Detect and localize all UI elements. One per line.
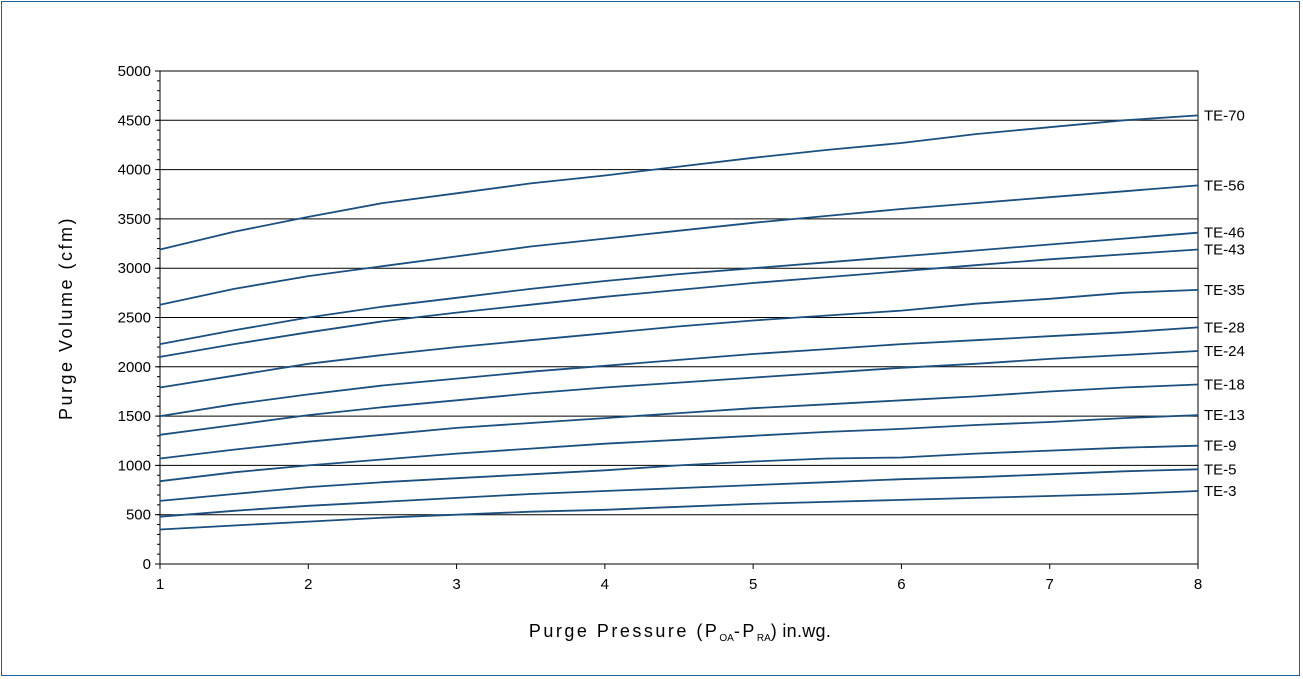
- y-tick-label-3500: 3500: [118, 211, 151, 228]
- series-label-te-13: TE-13: [1204, 407, 1245, 424]
- y-tick-label-4000: 4000: [118, 162, 151, 179]
- series-label-te-70: TE-70: [1204, 107, 1245, 124]
- x-tick-label-6: 6: [897, 576, 905, 593]
- y-tick-label-2500: 2500: [118, 310, 151, 327]
- x-tick-label-2: 2: [304, 576, 312, 593]
- series-line-te-43: [159, 248, 1199, 358]
- series-label-te-3: TE-3: [1204, 483, 1237, 500]
- series-line-te-9: [159, 444, 1199, 502]
- y-tick-label-500: 500: [126, 507, 151, 524]
- x-tick-label-4: 4: [601, 576, 609, 593]
- series-line-te-3: [159, 490, 1199, 531]
- series-label-te-56: TE-56: [1204, 177, 1245, 194]
- series-label-te-43: TE-43: [1204, 241, 1245, 258]
- series-line-te-35: [159, 289, 1199, 389]
- x-axis-title-suffix: ) in.wg.: [771, 621, 831, 641]
- y-tick-label-3000: 3000: [118, 260, 151, 277]
- x-axis-title-sub-oa: OA: [719, 633, 734, 644]
- series-line-te-13: [159, 414, 1199, 483]
- series-label-te-5: TE-5: [1204, 461, 1237, 478]
- x-tick-label-5: 5: [749, 576, 757, 593]
- y-tick-label-4500: 4500: [118, 112, 151, 129]
- x-tick-label-3: 3: [452, 576, 460, 593]
- x-axis-title-sub-ra: RA: [757, 633, 771, 644]
- series-line-te-24: [159, 350, 1199, 436]
- series-line-te-28: [159, 326, 1199, 417]
- x-axis-title-prefix: Purge Pressure (P: [529, 621, 720, 641]
- y-tick-label-1000: 1000: [118, 457, 151, 474]
- x-axis-title: Purge Pressure (POA-PRA) in.wg.: [529, 621, 831, 644]
- series-label-te-18: TE-18: [1204, 377, 1245, 394]
- y-tick-label-5000: 5000: [118, 63, 151, 80]
- x-tick-label-1: 1: [156, 576, 164, 593]
- y-tick-label-2000: 2000: [118, 359, 151, 376]
- series-line-te-70: [159, 114, 1199, 251]
- series-line-te-5: [159, 468, 1199, 518]
- series-line-te-18: [159, 383, 1199, 460]
- y-tick-label-0: 0: [143, 556, 151, 573]
- y-tick-label-1500: 1500: [118, 408, 151, 425]
- series-label-te-28: TE-28: [1204, 319, 1245, 336]
- series-label-te-24: TE-24: [1204, 343, 1245, 360]
- gridlines: [160, 119, 1198, 516]
- y-axis-title: Purge Volume (cfm): [56, 216, 76, 420]
- series-line-te-46: [159, 231, 1199, 345]
- x-tick-label-7: 7: [1046, 576, 1054, 593]
- series-label-te-9: TE-9: [1204, 438, 1237, 455]
- series-label-te-35: TE-35: [1204, 282, 1245, 299]
- series-line-te-56: [159, 184, 1199, 306]
- series-label-te-46: TE-46: [1204, 225, 1245, 242]
- x-tick-label-8: 8: [1194, 576, 1202, 593]
- series-lines: [159, 114, 1199, 531]
- x-axis-ticks: 1 2 3 4 5 6 7 8: [156, 564, 1202, 593]
- x-axis-title-mid: -P: [734, 621, 757, 641]
- y-axis-ticks: 0 500 1000 1500 2000 2500 3000 3500 4000 4500 5000: [118, 63, 160, 573]
